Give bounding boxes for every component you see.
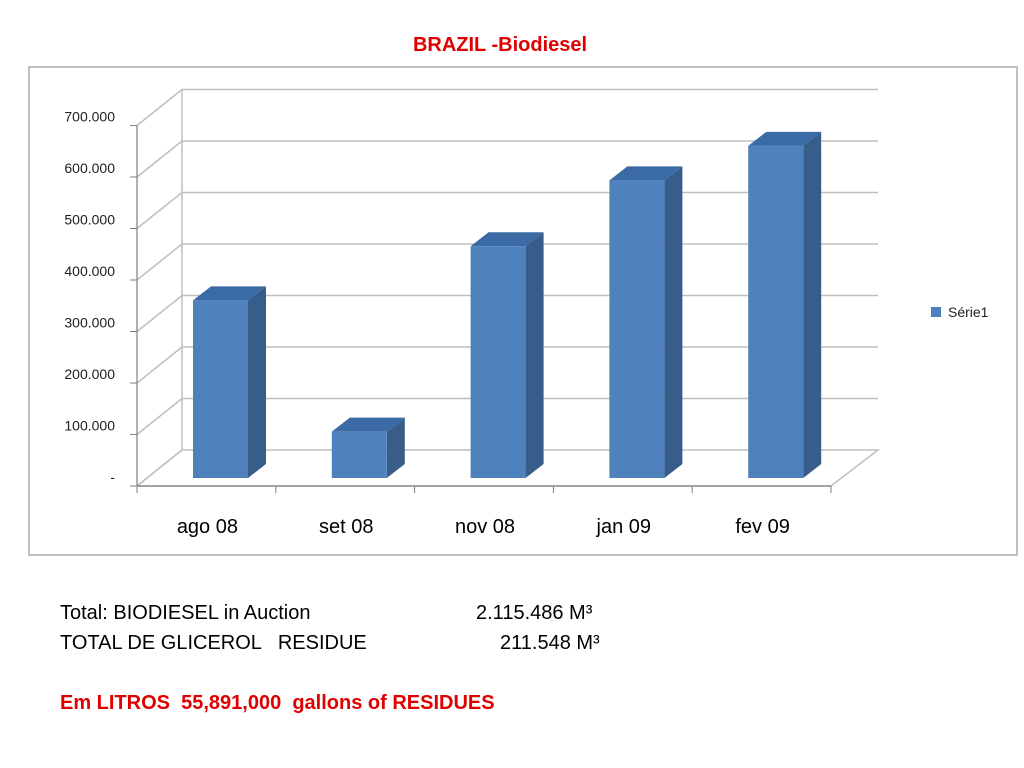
bar-side [248,286,266,478]
x-tick-label: set 08 [319,516,373,538]
bar-top [331,417,405,432]
bar-side [803,131,822,478]
x-tick-label: ago 08 [177,516,238,538]
y-tick-label: 600.000 [64,160,115,176]
gridline-diagonal [136,191,183,230]
bar-top [609,166,683,181]
gridline-diagonal [136,294,183,333]
bar [331,431,387,478]
bar [470,246,526,478]
legend-swatch [931,307,941,317]
gridline-diagonal [136,397,183,436]
bar-top [748,131,822,146]
gridline-diagonal [136,346,183,384]
bar [609,180,665,478]
bar-chart: - 100.000 200.000 300.000 400.000 500.000 600.… [64,88,989,538]
auction-total-value: 2.115.486 M³ [476,602,593,624]
y-tick-label: 400.000 [64,263,115,279]
x-tick-label: jan 09 [596,516,652,538]
x-tick-label: fev 09 [735,516,789,538]
liters-residue-note: Em LITROS 55,891,000 gallons of RESIDUES [60,692,495,714]
slide-title: BRAZIL -Biodiesel [412,34,588,56]
gridline-diagonal [136,88,183,127]
y-tick-label: 100.000 [64,418,115,434]
bar-side [386,417,405,478]
bar [748,145,804,478]
bar-side [664,166,683,478]
glycerol-residue-value: 211.548 M³ [500,632,600,654]
bar-top [193,286,266,301]
glycerol-residue-label: TOTAL DE GLICEROL RESIDUE [60,632,367,654]
gridline-diagonal [136,243,183,281]
y-tick-label: - [110,469,115,485]
gridline-diagonal [136,140,183,178]
y-tick-label: 300.000 [64,315,115,331]
y-tick-label: 200.000 [64,366,115,382]
y-tick-label: 700.000 [64,109,115,125]
y-tick-label: 500.000 [64,212,115,228]
auction-total-label: Total: BIODIESEL in Auction [60,602,311,624]
bar-top [470,232,544,247]
legend-label: Série1 [948,304,989,320]
bar [193,300,248,478]
x-tick-label: nov 08 [455,516,515,538]
bar-side [525,232,544,478]
